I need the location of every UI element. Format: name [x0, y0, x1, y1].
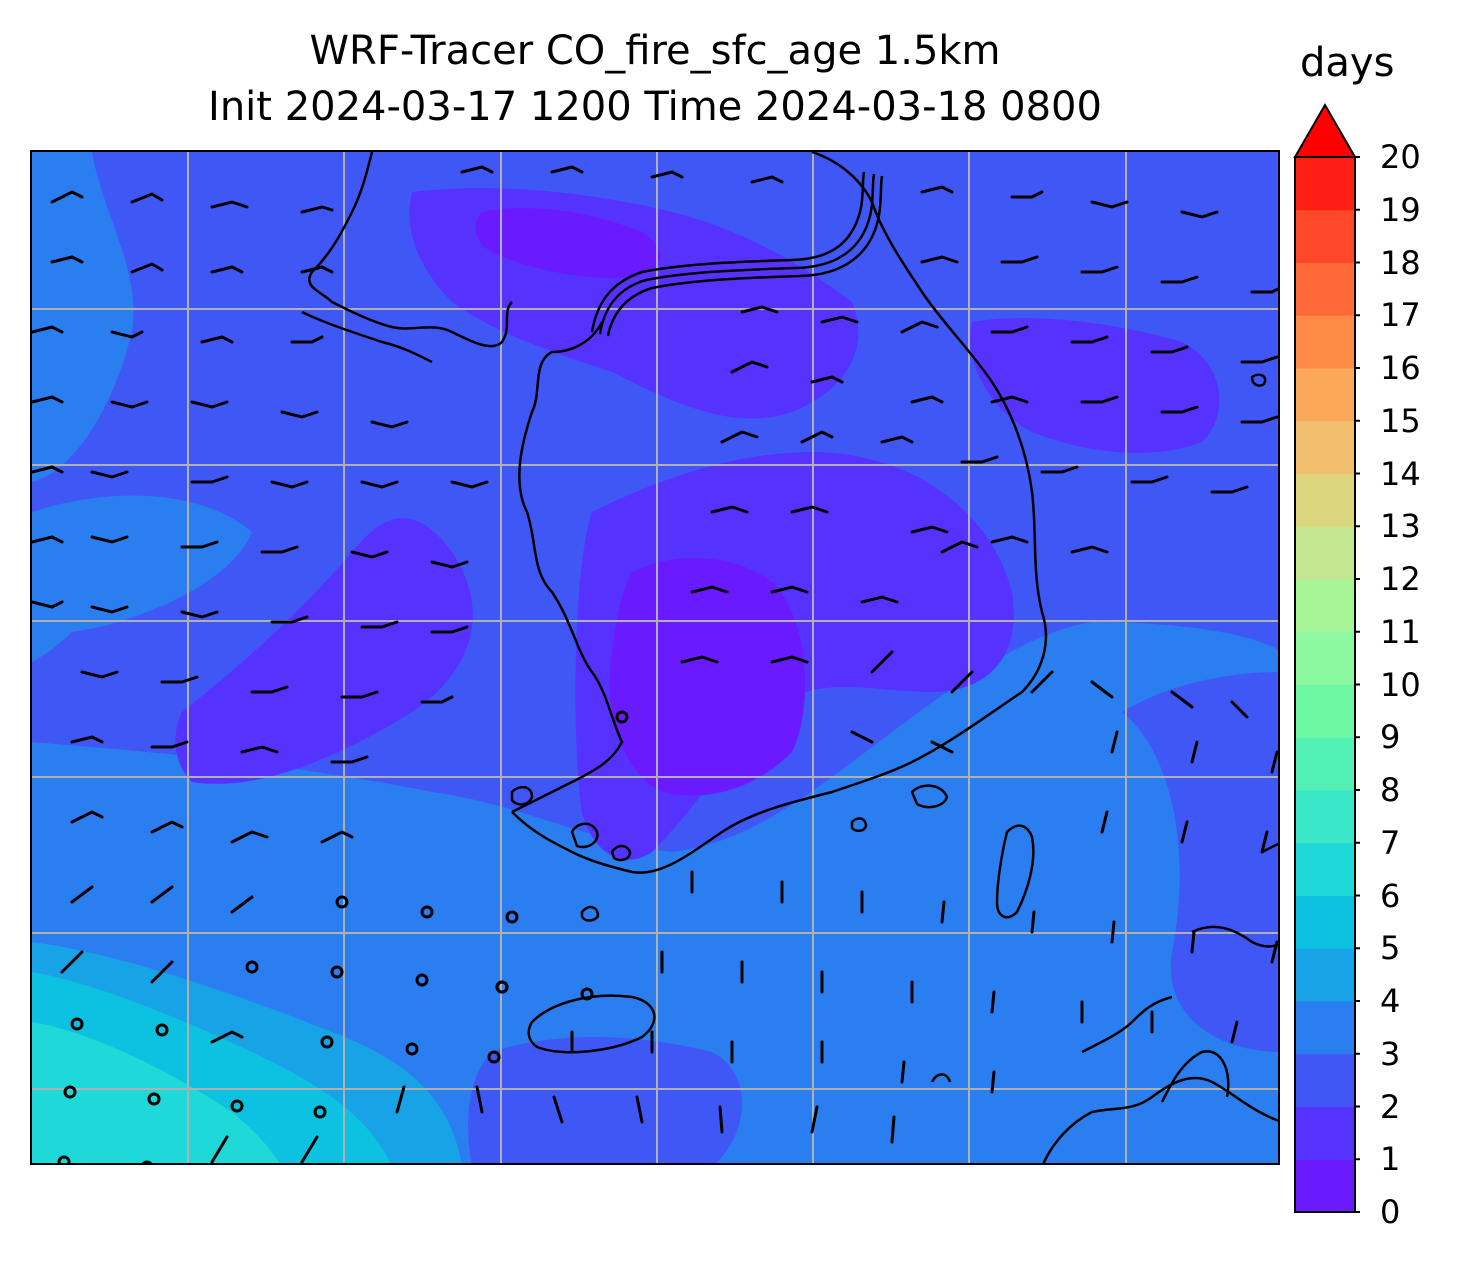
- colorbar-level-9: [1295, 684, 1355, 738]
- colorbar-tick-label: 13: [1380, 507, 1421, 546]
- colorbar-tick-label: 14: [1380, 454, 1421, 493]
- field-6-7-days-southwest: [32, 1022, 280, 1163]
- coastlines: [301, 152, 1278, 1163]
- colorbar-tick-label: 6: [1380, 876, 1401, 915]
- field-0-1-days-core: [609, 558, 806, 796]
- colorbar-tick-label: 15: [1380, 401, 1421, 440]
- colorbar-tick-label: 1: [1380, 1140, 1401, 1179]
- colorbar-level-5: [1295, 895, 1355, 949]
- colorbar-tick-label: 8: [1380, 771, 1401, 809]
- map-panel: [30, 150, 1280, 1165]
- colorbar-level-2: [1295, 1053, 1355, 1107]
- colorbar-level-11: [1295, 579, 1355, 633]
- gridlines: [32, 152, 1278, 1163]
- field-0-1-days-north: [475, 208, 661, 278]
- colorbar-extend-arrow: [1293, 102, 1357, 158]
- colorbar-level-14: [1295, 420, 1355, 474]
- map-canvas: [32, 152, 1278, 1163]
- colorbar-tick-label: 18: [1380, 243, 1421, 282]
- colorbar-tick-label: 3: [1380, 1034, 1401, 1073]
- colorbar-level-18: [1295, 209, 1355, 263]
- colorbar: [1293, 102, 1360, 1213]
- colorbar-tick-label: 20: [1380, 138, 1421, 176]
- colorbar-level-13: [1295, 473, 1355, 527]
- colorbar-level-6: [1295, 842, 1355, 896]
- colorbar-tick-label: 17: [1380, 296, 1421, 335]
- colorbar-label: days: [1300, 40, 1395, 86]
- colorbar-level-19: [1295, 157, 1355, 211]
- colorbar-tick-label: 2: [1380, 1087, 1401, 1126]
- colorbar-tick-label: 5: [1380, 929, 1401, 968]
- colorbar-tick-label: 11: [1380, 612, 1421, 651]
- colorbar-tick-label: 12: [1380, 560, 1421, 598]
- colorbar-level-8: [1295, 737, 1355, 791]
- field-2-3-days-south-patch: [468, 1037, 742, 1163]
- colorbar-level-0: [1295, 1159, 1355, 1213]
- colorbar-ticks: [1355, 156, 1360, 1213]
- map-title-line-2: Init 2024-03-17 1200 Time 2024-03-18 080…: [208, 84, 1102, 130]
- colorbar-tick-label: 16: [1380, 349, 1421, 387]
- colorbar-level-1: [1295, 1106, 1355, 1160]
- wind-barbs: [32, 165, 1278, 1163]
- colorbar-tick-label: 19: [1380, 190, 1421, 229]
- map-title-line-1: WRF-Tracer CO_fire_sfc_age 1.5km: [309, 28, 1001, 74]
- colorbar-level-15: [1295, 368, 1355, 422]
- field-3-4-days-southeast: [932, 1012, 1278, 1163]
- colorbar-tick-label: 7: [1380, 823, 1401, 862]
- colorbar-level-4: [1295, 948, 1355, 1002]
- colorbar-level-3: [1295, 1001, 1355, 1055]
- colorbar-level-7: [1295, 790, 1355, 844]
- field-1-2-days-northwest: [175, 518, 473, 784]
- colorbar-tick-label: 0: [1380, 1193, 1401, 1231]
- field-2-3-days-east-patch: [1122, 672, 1278, 1052]
- colorbar-tick-label: 10: [1380, 665, 1421, 704]
- colorbar-level-17: [1295, 262, 1355, 316]
- colorbar-tick-label: 9: [1380, 718, 1401, 757]
- colorbar-levels: [1295, 157, 1355, 1213]
- colorbar-level-16: [1295, 315, 1355, 369]
- colorbar-tick-label: 4: [1380, 982, 1401, 1020]
- colorbar-level-12: [1295, 526, 1355, 580]
- calm-wind-markers: [57, 710, 629, 1163]
- colorbar-level-10: [1295, 631, 1355, 685]
